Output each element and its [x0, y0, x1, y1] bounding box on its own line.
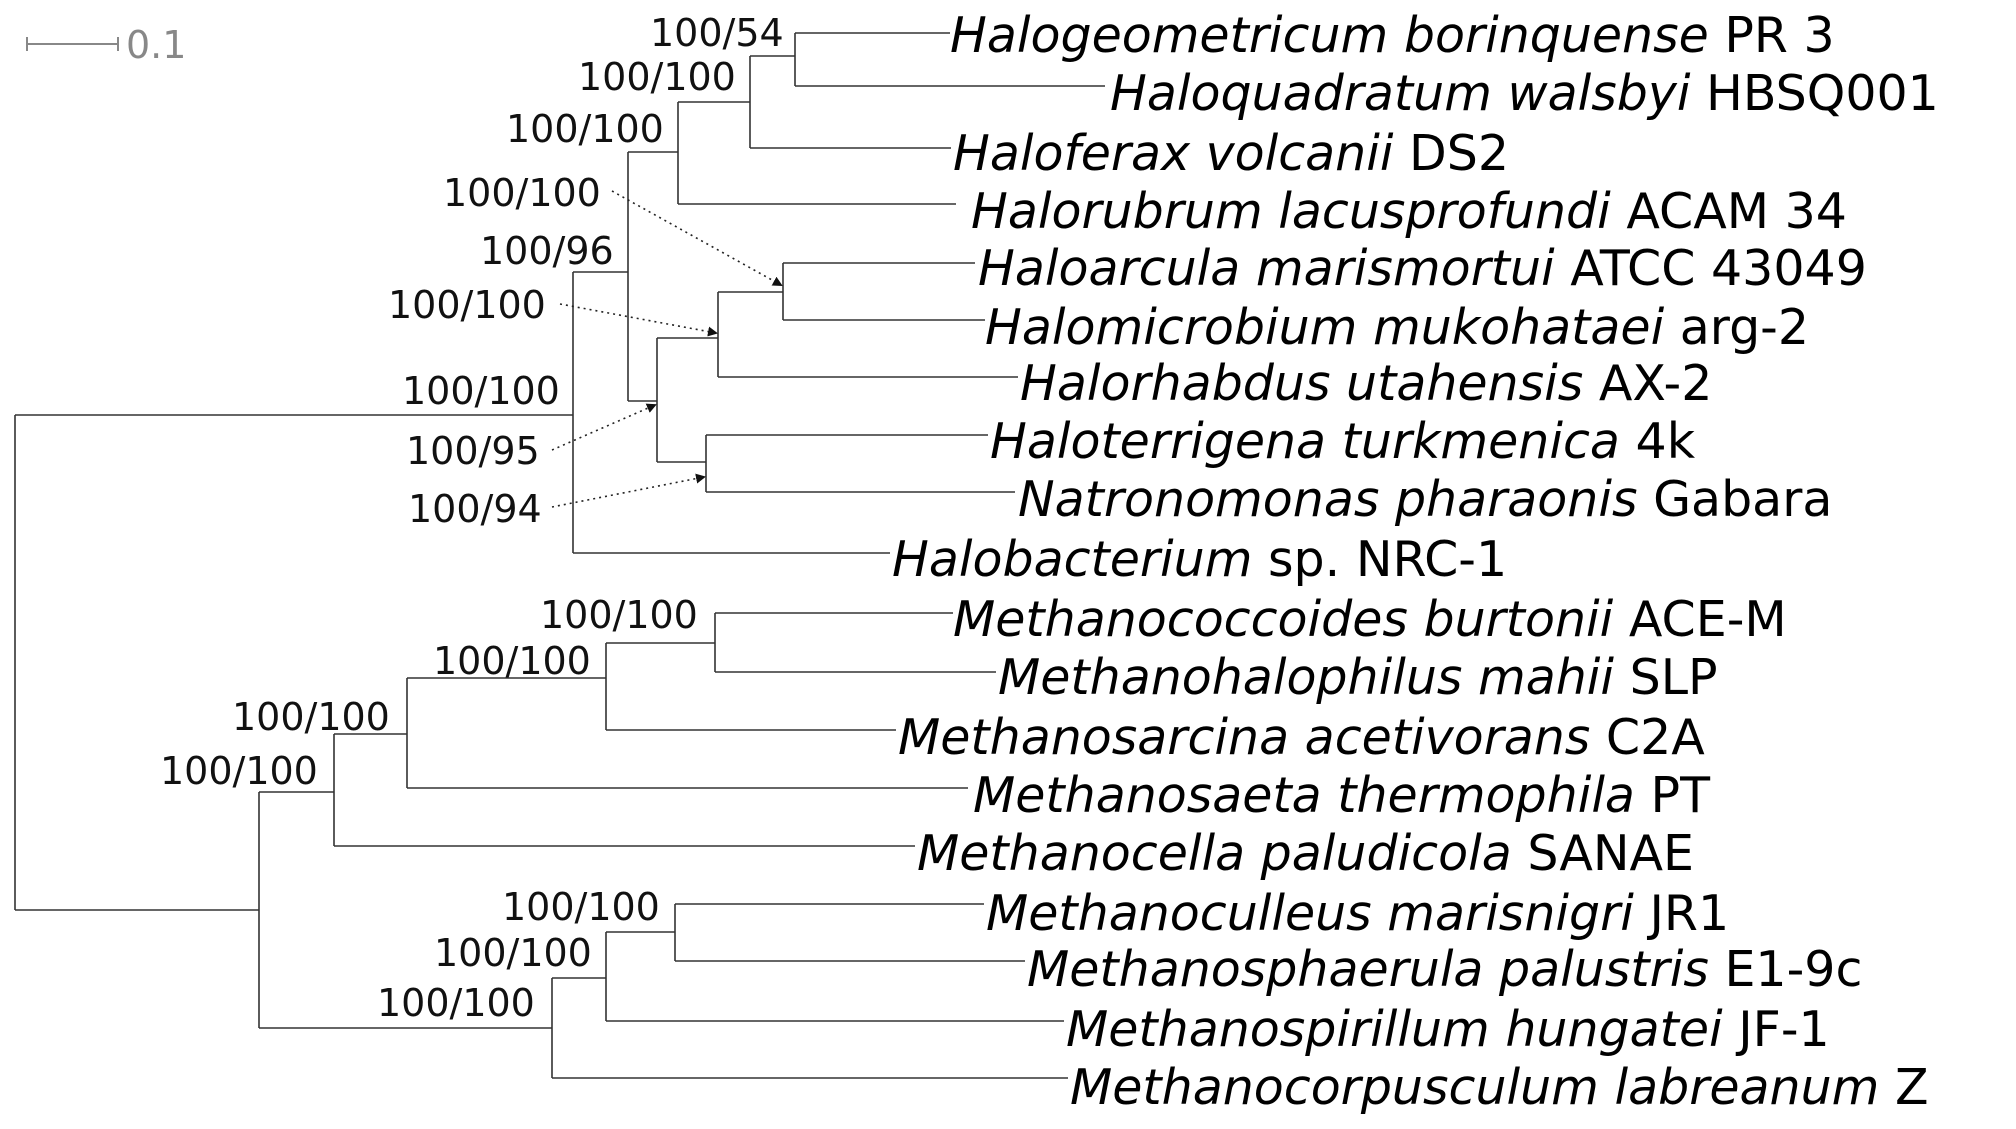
branch-t11-t13: [605, 642, 896, 731]
taxon-label: Natronomonas pharaonis Gabara: [1018, 471, 1832, 528]
taxon-labels: Halogeometricum borinquense PR 3 Haloqua…: [892, 7, 1939, 1116]
pointer-t5-t9: [551, 403, 657, 451]
branch-halobacteria: [572, 271, 890, 554]
branch-t11-t14: [406, 677, 968, 789]
taxon-label: Halorubrum lacusprofundi ACAM 34: [971, 183, 1847, 240]
branch-root: [14, 414, 573, 911]
taxon-label: Halogeometricum borinquense PR 3: [950, 7, 1835, 64]
taxon-label: Methanosaeta thermophila PT: [973, 767, 1711, 824]
branch-t1-t2: [794, 32, 1105, 87]
pointer-t5-t6: [611, 190, 783, 286]
support-value: 100/100: [578, 55, 736, 99]
scale-bar-label: 0.1: [126, 23, 186, 67]
support-pointers: [551, 190, 783, 508]
support-value: 100/94: [408, 487, 542, 531]
branch-halobacteria-minus-halobacterium: [627, 151, 678, 402]
taxon-label: Methanohalophilus mahii SLP: [998, 649, 1718, 706]
taxon-label: Halomicrobium mukohataei arg-2: [985, 299, 1809, 356]
support-value: 100/96: [480, 229, 614, 273]
branch-t16-t18: [605, 931, 1064, 1022]
branch-t5-t6: [782, 262, 985, 321]
branch-t16-t17: [674, 903, 1025, 962]
branch-t11-t15: [333, 733, 915, 847]
taxon-label: Methanocorpusculum labreanum Z: [1070, 1059, 1929, 1116]
support-value: 100/100: [377, 981, 535, 1025]
taxon-label: Haloterrigena turkmenica 4k: [990, 413, 1696, 470]
branch-t5-t9: [656, 337, 718, 463]
support-value: 100/100: [502, 885, 660, 929]
branch-t5-t7: [717, 291, 1018, 378]
tree-branches: [14, 32, 1105, 1079]
support-value: 100/100: [540, 593, 698, 637]
scale-bar: 0.1: [26, 23, 186, 67]
branch-t1-t3: [749, 55, 951, 149]
pointer-t8-t9: [551, 473, 706, 508]
branch-methanomicrobia: [258, 791, 552, 1029]
support-value: 100/100: [443, 171, 601, 215]
branch-haloferacales: [677, 101, 956, 205]
taxon-label: Halobacterium sp. NRC-1: [892, 531, 1507, 588]
scale-bar-line: [26, 37, 119, 51]
branch-t8-t9: [705, 434, 1015, 493]
support-value: 100/54: [650, 11, 784, 55]
taxon-label: Methanosarcina acetivorans C2A: [898, 709, 1705, 766]
pointer-t5-t7: [559, 303, 718, 337]
support-value: 100/100: [433, 639, 591, 683]
taxon-label: Methanosphaerula palustris E1-9c: [1027, 941, 1862, 998]
support-value: 100/100: [232, 695, 390, 739]
taxon-label: Haloquadratum walsbyi HBSQ001: [1110, 65, 1939, 122]
taxon-label: Methanoculleus marisnigri JR1: [986, 885, 1729, 942]
taxon-label: Haloferax volcanii DS2: [953, 125, 1509, 182]
support-value: 100/95: [406, 429, 540, 473]
taxon-label: Methanococcoides burtonii ACE-M: [953, 591, 1787, 648]
taxon-label: Haloarcula marismortui ATCC 43049: [978, 240, 1867, 297]
support-value: 100/100: [506, 107, 664, 151]
support-values: 100/54 100/100 100/100 100/100 100/96 10…: [160, 11, 784, 1025]
support-value: 100/100: [402, 369, 560, 413]
taxon-label: Halorhabdus utahensis AX-2: [1020, 355, 1712, 412]
taxon-label: Methanospirillum hungatei JF-1: [1066, 1001, 1830, 1058]
support-value: 100/100: [160, 749, 318, 793]
branch-t16-t19: [551, 977, 1068, 1079]
support-value: 100/100: [434, 931, 592, 975]
taxon-label: Methanocella paludicola SANAE: [917, 825, 1694, 882]
support-value: 100/100: [388, 283, 546, 327]
branch-t11-t12: [714, 612, 996, 673]
